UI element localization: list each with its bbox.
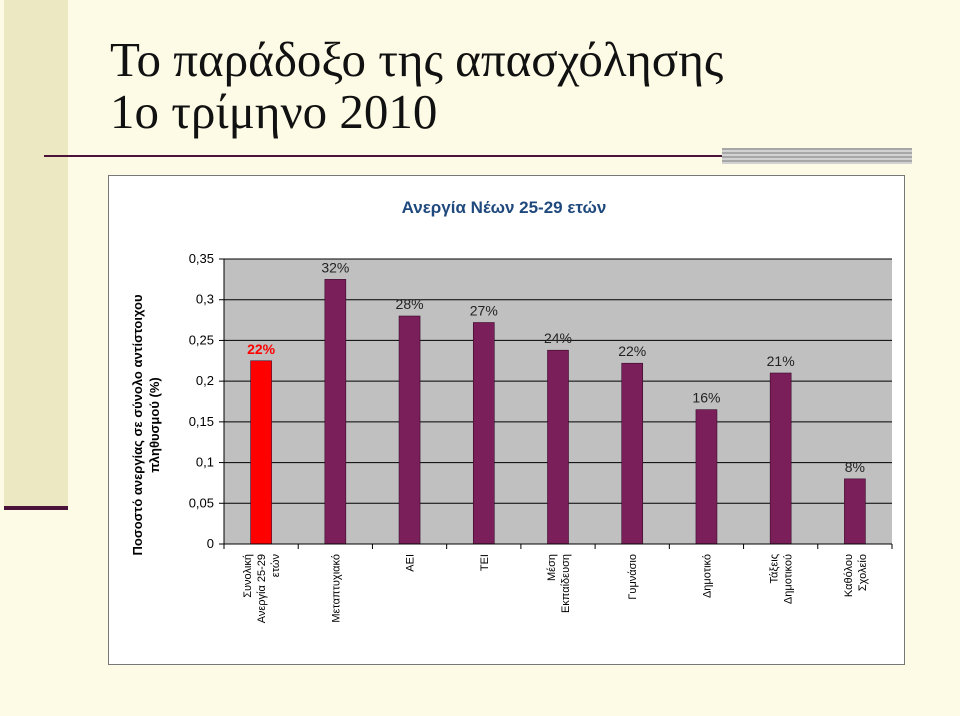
x-tick-label: ΑΕΙ [405,554,417,572]
x-tick-label: Μέση Εκπαίδευση [546,554,572,613]
chart-title: Ανεργία Νέων 25-29 ετών [402,198,607,217]
x-tick-label-line: ΤΕΙ [479,554,491,571]
x-tick-label-line: Εκπαίδευση [560,554,572,613]
x-tick-label: ΤΕΙ [479,554,491,571]
x-tick-label: Συνολική Ανεργία 25-29 ετών [242,554,282,624]
y-tick-label: 0,05 [189,495,214,510]
y-tick-label: 0,2 [196,373,214,388]
title-rule [44,155,912,157]
y-tick-label: 0,15 [189,414,214,429]
chart-frame: Ανεργία Νέων 25-29 ετών Ποσοστό ανεργίας… [108,175,905,665]
y-tick-label: 0,1 [196,455,214,470]
x-tick-label-line: ετών [270,554,282,578]
left-decor-band-foot [4,506,68,510]
x-tick-label-line: Γυμνάσιο [627,554,639,600]
x-tick-label: Καθόλου Σχολείο [843,554,869,597]
y-tick-label: 0,35 [189,251,214,266]
y-axis-title-line-2: πληθυσμού (%) [147,377,162,472]
bar-1 [250,360,272,545]
x-tick-label: Μεταπτυχιακό [330,554,342,623]
x-tick-label-line: Συνολική [242,554,254,598]
x-tick-label-line: Μεταπτυχιακό [330,554,342,623]
bar-data-label: 32% [321,259,349,275]
slide-title: Το παράδοξο της απασχόλησης 1ο τρίμηνο 2… [110,34,723,138]
slide-title-line-1: Το παράδοξο της απασχόλησης [110,32,724,87]
bar-data-label: 21% [767,353,795,369]
y-tick-label: 0 [207,536,214,551]
bar-data-label: 28% [396,296,424,312]
y-axis-title: Ποσοστό ανεργίας σε σύνολο αντίστοιχου π… [130,294,162,555]
y-tick-label: 0,25 [189,332,214,347]
y-tick-label: 0,3 [196,292,214,307]
x-tick-labels: Συνολική Ανεργία 25-29 ετών Μεταπτυχιακό ΑΕΙ… [223,544,893,624]
y-axis-title-line-1: Ποσοστό ανεργίας σε σύνολο αντίστοιχου [130,294,145,555]
x-tick-label-line: ΑΕΙ [405,554,417,572]
bar-data-label: 22% [247,341,276,357]
slide-title-line-2: 1ο τρίμηνο 2010 [110,84,438,139]
title-rule-accent [722,148,912,164]
x-tick-label-line: Μέση [546,554,558,581]
bar-data-label: 16% [692,390,720,406]
bar-data-label: 8% [845,459,865,475]
bar-2 [324,279,347,545]
bar-data-label: 24% [544,330,572,346]
bar-data-labels: 22% 32% 28% 27% 24% 22% 16% 21% 8% [247,259,865,475]
x-tick-label: Γυμνάσιο [627,554,639,600]
x-tick-label-line: Καθόλου [843,554,855,597]
bar-7 [695,409,718,545]
bar-data-label: 22% [618,343,646,359]
x-tick-label-line: Δημοτικού [783,554,795,604]
x-tick-label-line: Τάξεις [769,554,781,583]
bar-5 [547,349,569,545]
x-tick-label: Τάξεις Δημοτικού [769,554,795,604]
y-tick-labels: 0 0,05 0,1 0,15 0,2 0,25 0,3 0,35 [189,251,224,551]
bar-data-label: 27% [470,303,498,319]
bar-9 [844,478,866,545]
bar-8 [769,372,792,545]
x-tick-label: Δημοτικό [701,554,713,598]
bar-3 [398,315,421,545]
unemployment-bar-chart: Ανεργία Νέων 25-29 ετών Ποσοστό ανεργίας… [130,198,893,624]
bar-6 [621,362,644,545]
left-decor-band [4,0,68,508]
bar-4 [472,322,495,545]
bars [250,279,866,545]
x-tick-label-line: Δημοτικό [701,554,713,598]
x-tick-label-line: Σχολείο [857,554,869,591]
x-tick-label-line: Ανεργία 25-29 [256,554,268,623]
